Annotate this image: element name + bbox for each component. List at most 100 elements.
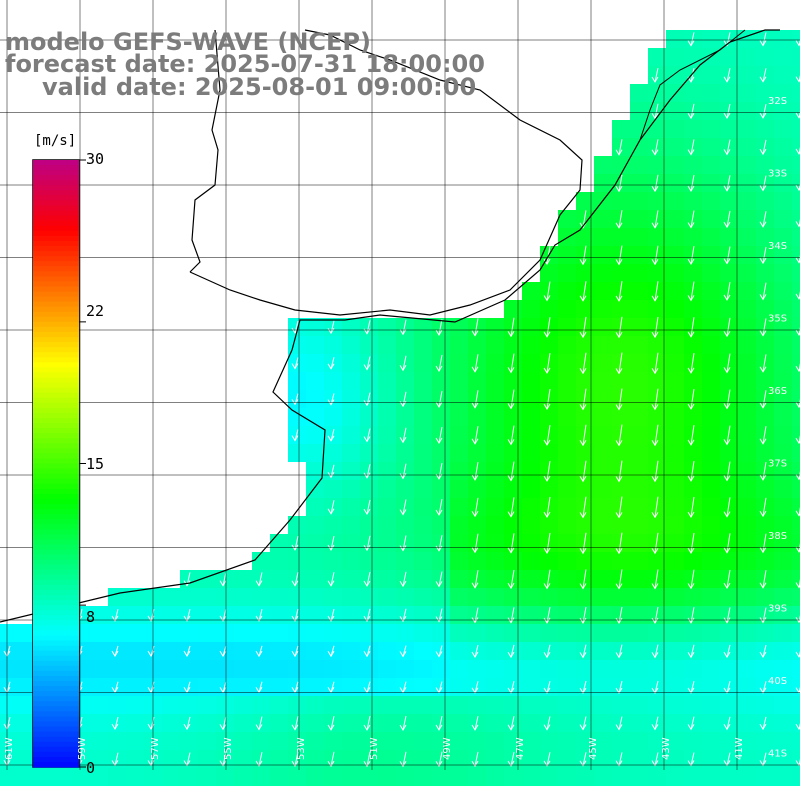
wind-arrow <box>438 751 443 767</box>
wind-arrowhead <box>687 222 695 229</box>
wind-cell <box>414 588 432 606</box>
wind-cell <box>486 660 504 678</box>
wind-cell <box>540 768 558 786</box>
wind-cell <box>378 714 396 732</box>
wind-cell <box>684 660 702 678</box>
wind-arrow <box>690 281 695 301</box>
wind-cell <box>450 390 468 408</box>
wind-cell <box>774 228 792 246</box>
wind-arrowhead <box>543 583 551 590</box>
wind-arrow <box>546 281 551 301</box>
wind-cell <box>486 390 504 408</box>
wind-cell <box>288 696 306 714</box>
wind-arrow <box>726 317 731 337</box>
colorbar-step <box>33 701 79 707</box>
wind-arrowhead <box>435 473 443 480</box>
wind-arrowhead <box>651 368 659 375</box>
wind-cell <box>252 588 270 606</box>
wind-arrowhead <box>687 331 695 338</box>
wind-arrowhead <box>723 547 731 554</box>
wind-cell <box>702 246 720 264</box>
wind-cell <box>324 444 342 462</box>
wind-cell <box>270 678 288 696</box>
wind-cell <box>594 606 612 624</box>
wind-arrowhead <box>615 583 623 590</box>
wind-cell <box>522 426 540 444</box>
wind-cell <box>612 516 630 534</box>
colorbar-step <box>33 675 79 682</box>
wind-cell <box>630 624 648 642</box>
wind-arrowhead <box>111 723 119 730</box>
wind-cell <box>738 30 756 48</box>
wind-cell <box>342 480 360 498</box>
wind-cell <box>504 336 522 354</box>
colorbar-step <box>33 240 79 247</box>
wind-arrow <box>474 681 479 693</box>
wind-arrowhead <box>255 580 263 587</box>
wind-arrowhead <box>723 112 731 120</box>
wind-cell <box>360 480 378 498</box>
wind-cell <box>702 174 720 192</box>
lon-label: 43W <box>661 737 672 760</box>
wind-arrow <box>474 570 479 588</box>
wind-cell <box>342 372 360 390</box>
wind-arrow <box>582 752 587 766</box>
wind-cell <box>378 606 396 624</box>
colorbar-step <box>33 175 79 181</box>
wind-arrow <box>582 569 587 589</box>
wind-arrow <box>762 32 767 46</box>
wind-arrow <box>510 317 515 337</box>
wind-arrowhead <box>219 615 227 622</box>
wind-cell <box>756 480 774 498</box>
wind-cell <box>792 732 800 750</box>
wind-cell <box>666 678 684 696</box>
wind-arrow <box>402 751 407 767</box>
colorbar-step <box>33 230 79 237</box>
wind-arrowhead <box>507 617 515 624</box>
wind-cell <box>630 390 648 408</box>
wind-cell <box>756 336 774 354</box>
wind-arrowhead <box>795 329 800 336</box>
wind-cell <box>486 732 504 750</box>
wind-cell <box>558 606 576 624</box>
wind-cell <box>594 228 612 246</box>
wind-cell <box>198 588 216 606</box>
wind-arrowhead <box>651 687 659 694</box>
wind-cell <box>504 552 522 570</box>
wind-arrowhead <box>795 112 800 119</box>
wind-cell <box>18 714 36 732</box>
wind-arrowhead <box>219 724 227 731</box>
wind-arrow <box>654 496 659 518</box>
wind-cell <box>792 318 800 336</box>
wind-cell <box>720 552 738 570</box>
wind-arrow <box>510 425 515 445</box>
wind-arrowhead <box>219 686 227 694</box>
wind-cell <box>558 552 576 570</box>
wind-cell <box>612 264 630 282</box>
wind-cell <box>414 462 432 480</box>
wind-cell <box>450 426 468 444</box>
wind-arrow <box>582 606 587 624</box>
wind-cell <box>684 228 702 246</box>
wind-cell <box>648 588 666 606</box>
wind-cell <box>414 714 432 732</box>
wind-cell <box>738 768 756 786</box>
wind-cell <box>378 588 396 606</box>
wind-cell <box>576 660 594 678</box>
wind-cell <box>342 588 360 606</box>
wind-cell <box>234 588 252 606</box>
colorbar-step <box>33 276 79 282</box>
wind-cell <box>648 300 666 318</box>
wind-arrow <box>186 716 191 730</box>
colorbar-step <box>33 316 79 323</box>
wind-cell <box>612 120 630 138</box>
wind-arrowhead <box>219 650 227 658</box>
wind-arrow <box>366 571 371 587</box>
wind-arrow <box>582 680 587 694</box>
inland-border <box>189 29 221 273</box>
wind-cell <box>486 714 504 732</box>
wind-cell <box>702 624 720 642</box>
latitude-labels: 32S 33S 34S 35S 36S 37S 38S 39S 40S 41S <box>768 96 787 760</box>
wind-arrowhead <box>327 472 335 479</box>
wind-cell <box>684 264 702 282</box>
